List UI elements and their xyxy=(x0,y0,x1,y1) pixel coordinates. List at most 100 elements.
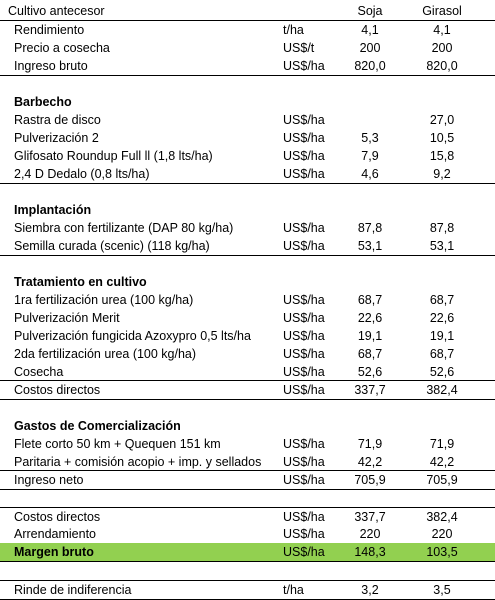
row-soja-value: 4,6 xyxy=(361,167,379,181)
table-row: Pulverización 2 US$/ha 5,3 10,5 xyxy=(0,129,495,147)
table-row: Costos directos US$/ha 337,7 382,4 xyxy=(0,380,495,400)
row-soja-value: 87,8 xyxy=(357,221,383,235)
row-label: Costos directos xyxy=(14,383,101,397)
table-row: Precio a cosecha US$/t 200 200 xyxy=(0,39,495,57)
row-unit: US$/ha xyxy=(283,527,325,541)
header-girasol: Girasol xyxy=(422,4,462,18)
row-girasol-value: 382,4 xyxy=(426,510,458,524)
row-soja-value: 68,7 xyxy=(357,293,383,307)
row-label: Ingreso neto xyxy=(14,473,84,487)
row-girasol-value: 705,9 xyxy=(426,473,458,487)
row-soja-value: 705,9 xyxy=(354,473,386,487)
row-label: Flete corto 50 km + Quequen 151 km xyxy=(14,437,221,451)
row-girasol-value: 10,5 xyxy=(429,131,455,145)
table-row: Costos directos US$/ha 337,7 382,4 xyxy=(0,507,495,526)
row-label: Gastos de Comercialización xyxy=(14,419,181,433)
row-girasol-value: 4,1 xyxy=(433,23,451,37)
row-soja-value: 19,1 xyxy=(357,329,383,343)
table-row: Rinde de indiferencia t/ha 3,2 3,5 xyxy=(0,580,495,600)
row-label: Barbecho xyxy=(14,95,72,109)
table-row: Siembra con fertilizante (DAP 80 kg/ha) … xyxy=(0,219,495,237)
row-unit: US$/ha xyxy=(283,545,325,559)
header-soja: Soja xyxy=(357,4,383,18)
row-label: Precio a cosecha xyxy=(14,41,110,55)
row-soja-value: 220 xyxy=(359,527,381,541)
row-girasol-value: 820,0 xyxy=(426,59,458,73)
row-soja-value: 200 xyxy=(359,41,381,55)
row-unit: US$/ha xyxy=(283,437,325,451)
row-girasol-value: 42,2 xyxy=(429,455,455,469)
row-unit: t/ha xyxy=(283,583,304,597)
row-unit: US$/ha xyxy=(283,167,325,181)
row-girasol-value: 220 xyxy=(431,527,453,541)
table-row: Ingreso neto US$/ha 705,9 705,9 xyxy=(0,470,495,490)
table-row: Arrendamiento US$/ha 220 220 xyxy=(0,525,495,543)
table-row: Pulverización Merit US$/ha 22,6 22,6 xyxy=(0,309,495,327)
margin-row-highlight: Margen bruto US$/ha 148,3 103,5 xyxy=(0,543,495,562)
row-unit: US$/ha xyxy=(283,239,325,253)
section-heading: Gastos de Comercialización xyxy=(0,417,495,435)
row-label: Pulverización Merit xyxy=(14,311,120,325)
row-girasol-value: 200 xyxy=(431,41,453,55)
table-row: 2da fertilización urea (100 kg/ha) US$/h… xyxy=(0,345,495,363)
row-girasol-value: 68,7 xyxy=(429,347,455,361)
row-soja-value: 337,7 xyxy=(354,510,386,524)
row-label: Ingreso bruto xyxy=(14,59,88,73)
row-girasol-value: 71,9 xyxy=(429,437,455,451)
row-soja-value: 7,9 xyxy=(361,149,379,163)
row-girasol-value: 68,7 xyxy=(429,293,455,307)
row-label: Cosecha xyxy=(14,365,64,379)
row-label: 2da fertilización urea (100 kg/ha) xyxy=(14,347,197,361)
row-girasol-value: 9,2 xyxy=(433,167,451,181)
table-row: Paritaria + comisión acopio + imp. y sel… xyxy=(0,453,495,471)
row-label: Costos directos xyxy=(14,510,101,524)
row-label: Rastra de disco xyxy=(14,113,101,127)
row-girasol-value: 103,5 xyxy=(426,545,458,559)
row-unit: US$/ha xyxy=(283,149,325,163)
table-row: Flete corto 50 km + Quequen 151 km US$/h… xyxy=(0,435,495,453)
row-label: 1ra fertilización urea (100 kg/ha) xyxy=(14,293,194,307)
table-row: Pulverización fungicida Azoxypro 0,5 lts… xyxy=(0,327,495,345)
row-soja-value: 5,3 xyxy=(361,131,379,145)
row-label: Glifosato Roundup Full ll (1,8 lts/ha) xyxy=(14,149,213,163)
row-label: Pulverización fungicida Azoxypro 0,5 lts… xyxy=(14,329,251,343)
row-girasol-value: 53,1 xyxy=(429,239,455,253)
row-girasol-value: 382,4 xyxy=(426,383,458,397)
row-unit: US$/ha xyxy=(283,131,325,145)
row-label: Arrendamiento xyxy=(14,527,96,541)
row-unit: US$/ha xyxy=(283,347,325,361)
row-soja-value: 53,1 xyxy=(357,239,383,253)
table-row: Rendimiento t/ha 4,1 4,1 xyxy=(0,21,495,39)
row-soja-value: 148,3 xyxy=(354,545,386,559)
row-unit: US$/ha xyxy=(283,455,325,469)
row-label: Rendimiento xyxy=(14,23,85,37)
row-girasol-value: 87,8 xyxy=(429,221,455,235)
table-header-row: Cultivo antecesor Soja Girasol xyxy=(0,2,495,21)
table-row: 1ra fertilización urea (100 kg/ha) US$/h… xyxy=(0,291,495,309)
row-label: Paritaria + comisión acopio + imp. y sel… xyxy=(14,455,262,469)
row-girasol-value: 19,1 xyxy=(429,329,455,343)
row-label: Implantación xyxy=(14,203,92,217)
row-label: Semilla curada (scenic) (118 kg/ha) xyxy=(14,239,210,253)
table-row: 2,4 D Dedalo (0,8 lts/ha) US$/ha 4,6 9,2 xyxy=(0,165,495,184)
row-label: Tratamiento en cultivo xyxy=(14,275,147,289)
row-soja-value: 337,7 xyxy=(354,383,386,397)
row-label: 2,4 D Dedalo (0,8 lts/ha) xyxy=(14,167,150,181)
header-crop: Cultivo antecesor xyxy=(8,4,105,18)
row-label: Pulverización 2 xyxy=(14,131,99,145)
row-unit: t/ha xyxy=(283,23,304,37)
table-row: Glifosato Roundup Full ll (1,8 lts/ha) U… xyxy=(0,147,495,165)
section-heading: Barbecho xyxy=(0,93,495,111)
row-unit: US$/ha xyxy=(283,365,325,379)
row-girasol-value: 3,5 xyxy=(433,583,451,597)
row-unit: US$/ha xyxy=(283,221,325,235)
row-unit: US$/t xyxy=(283,41,315,55)
table-row: Cosecha US$/ha 52,6 52,6 xyxy=(0,363,495,381)
section-heading: Implantación xyxy=(0,201,495,219)
row-unit: US$/ha xyxy=(283,311,325,325)
row-soja-value: 4,1 xyxy=(361,23,379,37)
row-girasol-value: 52,6 xyxy=(429,365,455,379)
row-unit: US$/ha xyxy=(283,383,325,397)
row-unit: US$/ha xyxy=(283,510,325,524)
row-label: Margen bruto xyxy=(14,545,94,559)
